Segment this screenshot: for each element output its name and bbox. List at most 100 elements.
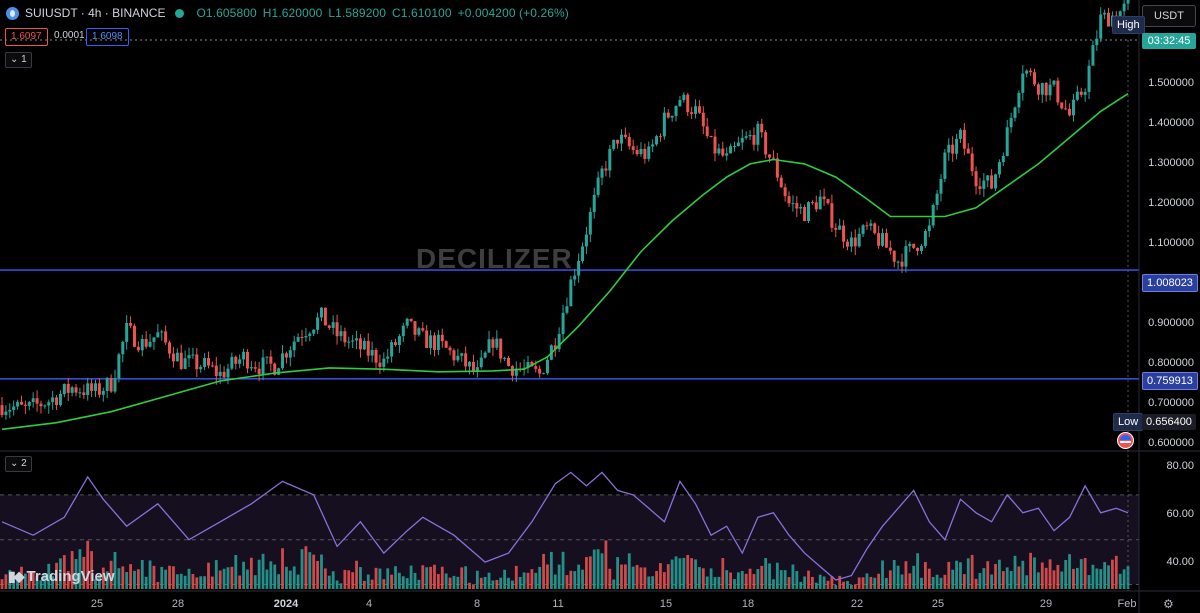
candle-body [234,356,238,364]
candle-body [90,383,94,391]
volume-bar [288,570,292,589]
candle-body [795,203,799,209]
candle-body [818,196,822,210]
candle-body [1029,70,1033,73]
volume-bar [417,579,421,589]
candle-body [355,338,359,341]
flag-event-icon[interactable] [1117,432,1134,449]
volume-bar [935,574,939,589]
volume-bar [1013,555,1017,589]
candle-body [678,100,682,107]
volume-bar [1036,572,1040,589]
volume-bar [448,577,452,589]
volume-bar [1017,566,1021,589]
candle-body [865,225,869,227]
candle-body [1064,108,1068,110]
candle-body [140,338,144,351]
candle-body [608,148,612,171]
volume-bar [826,580,830,589]
volume-bar [172,566,175,589]
candle-body [896,261,900,263]
volume-bar [849,585,853,589]
candle-body [631,146,635,150]
volume-bar [495,579,499,589]
candle-body [261,357,265,375]
volume-bar [729,572,732,589]
candle-body [686,94,690,113]
volume-bar [125,571,129,589]
volume-bar [374,567,378,589]
candle-body [43,405,47,407]
volume-bar [542,553,545,589]
candle-body [82,392,86,396]
volume-bar [596,549,600,589]
volume-bar [378,568,382,589]
candle-body [378,362,382,367]
currency-selector[interactable]: USDT [1142,5,1196,27]
candle-body [503,357,507,359]
candle-body [499,338,503,359]
volume-bar [569,570,573,589]
volume-bar [682,557,686,589]
candle-body [853,237,857,247]
volume-bar [66,570,70,589]
volume-bar [246,569,249,589]
sell-price-button[interactable]: 1.6097 [5,28,48,46]
time-axis-label: Feb [1117,598,1137,610]
volume-bar [1114,555,1118,589]
candle-body [121,341,125,355]
candle-body [857,233,861,247]
candle-body [19,401,23,405]
candle-body [849,237,853,247]
symbol-title[interactable]: SUIUSDT · 4h · BINANCE [25,6,166,20]
candle-body [916,247,920,251]
volume-bar [565,575,569,589]
volume-bar [1056,564,1060,589]
candle-body [709,136,713,138]
volume-bar [238,575,242,589]
buy-price-button[interactable]: 1.6098 [86,28,129,46]
volume-bar [1095,568,1099,589]
candle-body [986,175,990,181]
tradingview-logo-icon: ▮◆ [8,568,25,584]
candle-body [460,353,464,356]
candle-body [748,135,752,137]
spread-value: 0.0001 [54,30,85,41]
ohlc-close: C1.610100 [392,6,452,20]
candle-body [390,342,394,357]
volume-bar [499,577,503,589]
indicator-pane-collapse-button[interactable]: ⌄ 2 [5,456,32,472]
candle-body [1079,91,1083,95]
candle-body [616,139,620,144]
candle-body [62,383,66,394]
candle-body [1044,82,1048,96]
candle-body [86,383,90,396]
candle-body [920,245,924,251]
tradingview-logo[interactable]: ▮◆ TradingView [8,568,115,585]
candle-body [253,367,257,369]
candle-body [526,362,530,368]
candle-body [538,368,542,374]
candle-body [187,355,191,359]
volume-bar [343,569,347,589]
volume-bar [425,567,429,589]
candle-body [900,261,904,267]
volume-bar [978,573,982,589]
volume-bar [1107,565,1110,589]
volume-bar [421,565,425,589]
volume-bar [249,557,253,589]
candle-body [756,123,760,145]
volume-bar [507,577,510,589]
main-pane-collapse-button[interactable]: ⌄ 1 [5,52,32,68]
volume-bar [86,540,90,589]
volume-bar [912,565,916,589]
volume-bar [479,577,483,589]
candle-body [1071,99,1075,116]
volume-bar [452,575,456,589]
volume-bar [242,561,245,589]
candle-body [475,367,479,372]
settings-gear-icon[interactable]: ⚙ [1163,597,1174,611]
candle-body [974,171,978,187]
volume-bar [522,572,526,589]
